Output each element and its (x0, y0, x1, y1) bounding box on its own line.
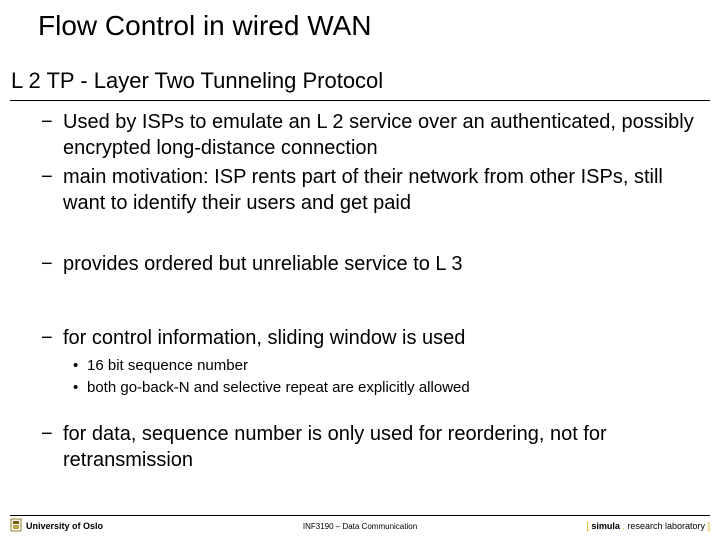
bullet-group-1: Used by ISPs to emulate an L 2 service o… (35, 110, 705, 220)
brand-bracket-close: ] (705, 521, 710, 531)
bullet-item: provides ordered but unreliable service … (35, 252, 705, 278)
brand-word-lab: research laboratory (627, 521, 705, 531)
slide-subtitle: L 2 TP - Layer Two Tunneling Protocol (11, 68, 383, 94)
sub-bullet-group: 16 bit sequence number both go-back-N an… (35, 356, 705, 399)
sub-bullet-item: both go-back-N and selective repeat are … (69, 378, 705, 398)
brand-word-simula: simula (591, 521, 620, 531)
footer-right: [ simula . research laboratory ] (586, 521, 710, 531)
sub-bullet-item: 16 bit sequence number (69, 356, 705, 376)
bullet-group-4: for data, sequence number is only used f… (35, 422, 715, 477)
bullet-item: main motivation: ISP rents part of their… (35, 165, 705, 216)
bullet-group-2: provides ordered but unreliable service … (35, 252, 705, 282)
bullet-item: for data, sequence number is only used f… (35, 422, 715, 473)
title-divider (10, 100, 710, 101)
bullet-group-3: for control information, sliding window … (35, 326, 705, 398)
slide: Flow Control in wired WAN L 2 TP - Layer… (0, 0, 720, 540)
slide-title: Flow Control in wired WAN (38, 10, 371, 42)
bullet-item: Used by ISPs to emulate an L 2 service o… (35, 110, 705, 161)
footer-divider (10, 515, 710, 516)
bullet-item: for control information, sliding window … (35, 326, 705, 352)
